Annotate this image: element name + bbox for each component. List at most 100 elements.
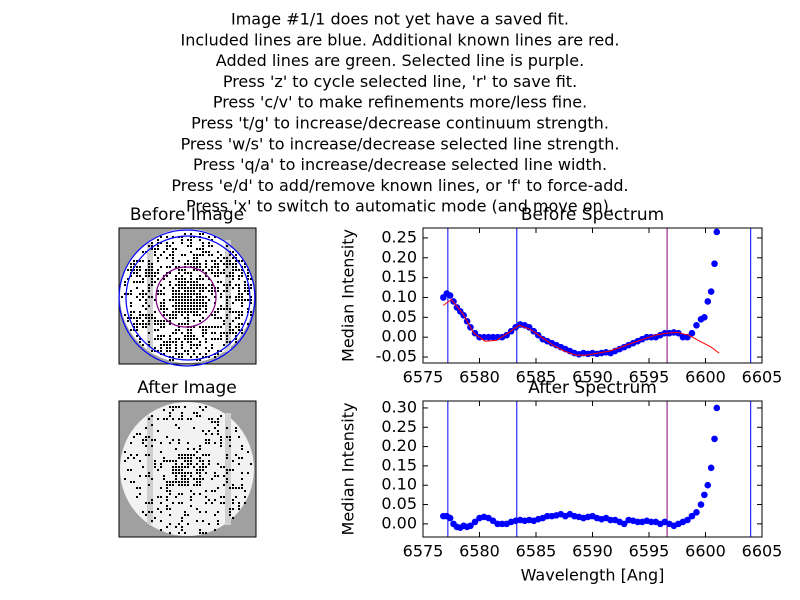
data-point	[544, 512, 551, 520]
pixel	[184, 317, 186, 319]
pixel	[187, 457, 189, 459]
pixel	[145, 475, 147, 477]
pixel	[160, 323, 162, 325]
pixel	[187, 302, 189, 304]
pixel	[199, 254, 201, 256]
pixel	[229, 281, 231, 283]
y-tick-label: 0.00	[381, 327, 417, 346]
pixel	[211, 421, 213, 423]
pixel	[178, 278, 180, 280]
pixel	[241, 296, 243, 298]
pixel	[169, 493, 171, 495]
pixel	[238, 269, 240, 271]
pixel	[187, 481, 189, 483]
pixel	[136, 287, 138, 289]
y-axis-label: Median Intensity	[339, 229, 358, 362]
pixel	[217, 257, 219, 259]
pixel	[244, 287, 246, 289]
x-tick-label: 6590	[572, 368, 613, 387]
pixel	[244, 281, 246, 283]
pixel	[184, 457, 186, 459]
pixel	[205, 341, 207, 343]
data-point	[607, 516, 614, 524]
pixel	[178, 454, 180, 456]
pixel	[148, 344, 150, 346]
pixel	[172, 472, 174, 474]
pixel	[178, 266, 180, 268]
pixel	[175, 305, 177, 307]
pixel	[151, 502, 153, 504]
pixel	[190, 293, 192, 295]
data-point	[489, 333, 497, 341]
pixel	[220, 296, 222, 298]
pixel	[223, 263, 225, 265]
pixel	[208, 454, 210, 456]
y-tick-label: 0.00	[381, 513, 417, 532]
pixel	[175, 472, 177, 474]
pixel	[181, 281, 183, 283]
pixel	[217, 523, 219, 525]
pixel	[217, 511, 219, 513]
pixel	[196, 296, 198, 298]
pixel	[214, 472, 216, 474]
pixel	[232, 302, 234, 304]
pixel	[241, 311, 243, 313]
data-point	[688, 329, 696, 337]
pixel	[130, 442, 132, 444]
pixel	[232, 484, 234, 486]
x-tick-label: 6585	[516, 542, 557, 561]
pixel	[208, 442, 210, 444]
data-point	[675, 329, 682, 337]
pixel	[190, 284, 192, 286]
pixel	[199, 266, 201, 268]
pixel	[202, 478, 204, 480]
pixel	[190, 472, 192, 474]
pixel	[175, 284, 177, 286]
pixel	[232, 332, 234, 334]
pixel	[181, 415, 183, 417]
pixel	[181, 484, 183, 486]
pixel	[241, 323, 243, 325]
pixel	[214, 266, 216, 268]
pixel	[217, 487, 219, 489]
pixel	[241, 314, 243, 316]
pixel	[163, 308, 165, 310]
pixel	[229, 341, 231, 343]
pixel	[238, 284, 240, 286]
pixel	[142, 290, 144, 292]
pixel	[199, 296, 201, 298]
pixel	[250, 311, 252, 313]
pixel	[184, 466, 186, 468]
pixel	[223, 475, 225, 477]
pixel	[160, 511, 162, 513]
pixel	[211, 254, 213, 256]
pixel	[202, 248, 204, 250]
pixel	[208, 236, 210, 238]
pixel	[139, 314, 141, 316]
pixel	[205, 496, 207, 498]
pixel	[226, 436, 228, 438]
pixel	[184, 514, 186, 516]
pixel	[166, 490, 168, 492]
pixel	[199, 406, 201, 408]
pixel	[166, 275, 168, 277]
pixel	[178, 290, 180, 292]
pixel	[211, 266, 213, 268]
pixel	[187, 296, 189, 298]
pixel	[190, 302, 192, 304]
pixel	[184, 284, 186, 286]
pixel	[220, 317, 222, 319]
pixel	[175, 448, 177, 450]
pixel	[196, 347, 198, 349]
y-tick-label: 0.25	[381, 417, 417, 436]
pixel	[190, 233, 192, 235]
pixel	[178, 356, 180, 358]
pixel	[187, 350, 189, 352]
pixel	[241, 472, 243, 474]
pixel	[184, 293, 186, 295]
pixel	[196, 260, 198, 262]
pixel	[190, 242, 192, 244]
data-point	[684, 516, 691, 524]
pixel	[157, 338, 159, 340]
pixel	[211, 338, 213, 340]
